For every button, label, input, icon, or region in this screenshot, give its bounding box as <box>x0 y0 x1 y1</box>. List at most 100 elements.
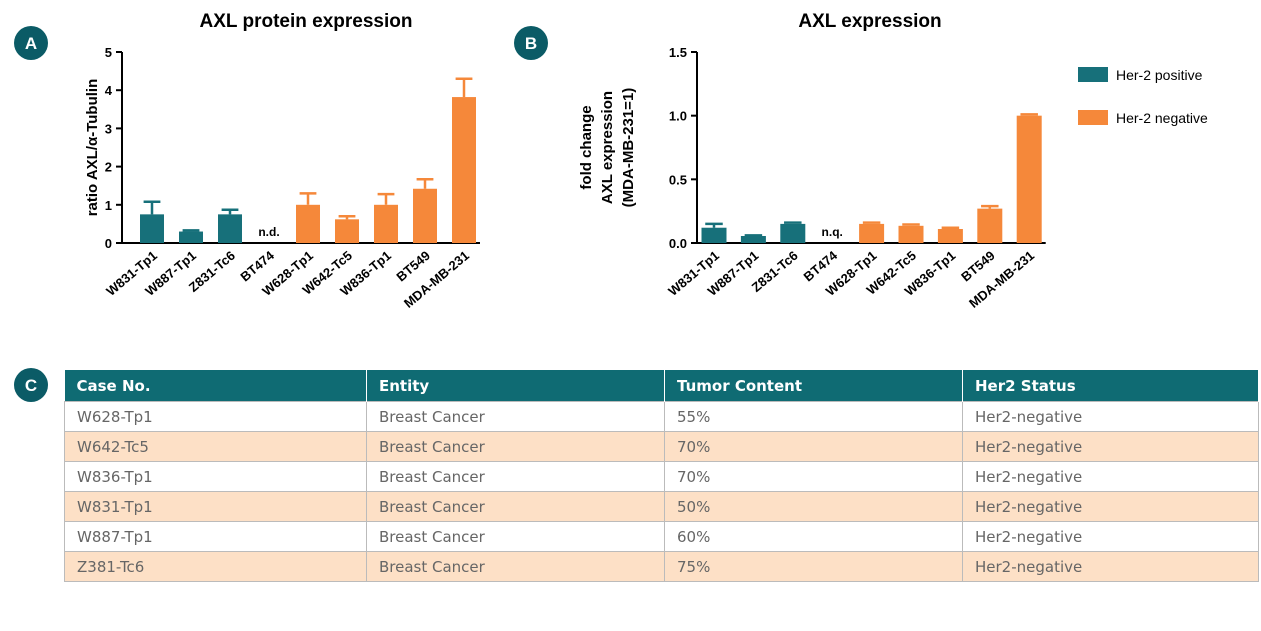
error-bar <box>941 226 960 229</box>
error-bar <box>744 234 763 237</box>
y-tick-label: 4 <box>105 83 113 98</box>
error-bar <box>182 229 200 232</box>
table-cell: Her2-negative <box>962 431 1259 462</box>
table-row: W887-Tp1 Breast Cancer 60% Her2-negative <box>64 521 1259 552</box>
header-cell: Case No. <box>64 370 367 402</box>
y-tick-label: 3 <box>105 121 112 136</box>
y-axis-label: fold change <box>578 105 595 189</box>
table-cell: Breast Cancer <box>366 461 665 492</box>
header-cell: Her2 Status <box>962 370 1259 402</box>
value-label: n.d. <box>258 225 279 239</box>
badge <box>14 26 48 60</box>
error-bar <box>416 177 434 189</box>
table-cell: Her2-negative <box>962 401 1259 432</box>
error-bar <box>705 222 723 228</box>
panel-label: A <box>25 34 37 53</box>
y-tick-label: 5 <box>105 45 112 60</box>
bar <box>859 223 885 243</box>
table-header: Case No. Entity Tumor Content Her2 Status <box>64 370 1259 402</box>
table-cell: Her2-negative <box>962 491 1259 522</box>
bar <box>374 204 398 243</box>
error-bar <box>221 208 239 215</box>
panel-label: C <box>25 376 37 395</box>
table-cell: 70% <box>664 461 963 492</box>
figure: A AXL protein expression ratio AXL/α-Tubul… <box>14 11 1208 311</box>
table-row: W642-Tc5 Breast Cancer 70% Her2-negative <box>64 431 1259 462</box>
error-bar <box>299 192 317 205</box>
table-cell: 70% <box>664 431 963 462</box>
table-cell: Her2-negative <box>962 461 1259 492</box>
chart-title: AXL protein expression <box>200 11 413 32</box>
bar <box>179 231 203 243</box>
error-bar <box>902 223 920 226</box>
table-row: Z381-Tc6 Breast Cancer 75% Her2-negative <box>64 551 1259 582</box>
header-cell: Tumor Content <box>664 370 963 402</box>
table-cell: 50% <box>664 491 963 522</box>
y-tick-label: 1 <box>105 198 112 213</box>
table-cell: Breast Cancer <box>366 491 665 522</box>
error-bar <box>784 221 802 224</box>
case-table: Case No. Entity Tumor Content Her2 Status W… <box>64 370 1259 582</box>
chart-title: AXL expression <box>798 11 941 32</box>
table-cell: W831-Tp1 <box>64 491 367 522</box>
y-axis-label: AXL expression <box>599 91 616 204</box>
value-label: n.q. <box>822 225 843 239</box>
error-bar <box>377 192 395 205</box>
table-cell: 75% <box>664 551 963 582</box>
table-cell: Her2-negative <box>962 551 1259 582</box>
error-bar <box>455 77 473 98</box>
y-tick-label: 0 <box>105 236 112 251</box>
bar <box>140 214 164 243</box>
table-row: W628-Tp1 Breast Cancer 55% Her2-negative <box>64 401 1259 432</box>
panel-c-badge: C <box>14 368 48 402</box>
y-tick-label: 1.0 <box>669 109 687 124</box>
table-cell: Breast Cancer <box>366 431 665 462</box>
y-tick-label: 0.5 <box>669 172 687 187</box>
error-bar <box>143 200 161 215</box>
table-cell: Z381-Tc6 <box>64 551 367 582</box>
legend-swatch <box>1078 67 1108 82</box>
table-cell: Her2-negative <box>962 521 1259 552</box>
panel-label: B <box>525 34 537 53</box>
header-cell: Entity <box>366 370 665 402</box>
table-row: W836-Tp1 Breast Cancer 70% Her2-negative <box>64 461 1259 492</box>
bar <box>780 223 806 243</box>
table-cell: W836-Tp1 <box>64 461 367 492</box>
table-cell: Breast Cancer <box>366 521 665 552</box>
y-axis-label: ratio AXL/α-Tubulin <box>84 79 101 217</box>
table-cell: W642-Tc5 <box>64 431 367 462</box>
table-cell: W887-Tp1 <box>64 521 367 552</box>
bar <box>977 208 1003 243</box>
bar <box>1016 115 1042 243</box>
bar <box>335 219 359 243</box>
bar <box>898 225 924 243</box>
table-row: W831-Tp1 Breast Cancer 50% Her2-negative <box>64 491 1259 522</box>
bar <box>296 204 320 243</box>
bar <box>413 188 437 243</box>
table-body: W628-Tp1 Breast Cancer 55% Her2-negative W64… <box>64 401 1259 582</box>
y-axis-label: (MDA-MB-231=1) <box>620 88 637 208</box>
badge <box>14 368 48 402</box>
error-bar <box>338 215 356 220</box>
y-tick-label: 2 <box>105 160 112 175</box>
bar <box>452 97 476 244</box>
bar <box>218 214 242 243</box>
error-bar <box>862 221 881 224</box>
error-bar <box>1020 113 1038 116</box>
table-cell: W628-Tp1 <box>64 401 367 432</box>
legend-label: Her-2 positive <box>1116 67 1203 83</box>
bar <box>740 235 766 243</box>
y-tick-label: 0.0 <box>669 236 687 251</box>
bar <box>701 227 727 243</box>
badge <box>514 26 548 60</box>
table-cell: Breast Cancer <box>366 401 665 432</box>
error-bar <box>981 204 999 209</box>
table-cell: 55% <box>664 401 963 432</box>
legend-swatch <box>1078 110 1108 125</box>
bar <box>937 228 963 243</box>
table-cell: 60% <box>664 521 963 552</box>
table-cell: Breast Cancer <box>366 551 665 582</box>
y-tick-label: 1.5 <box>669 45 687 60</box>
legend-label: Her-2 negative <box>1116 110 1208 126</box>
